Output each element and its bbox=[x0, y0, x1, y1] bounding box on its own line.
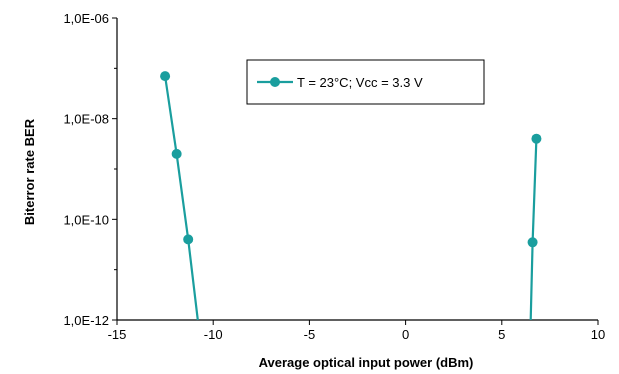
series-line bbox=[164, 75, 199, 321]
data-point bbox=[531, 133, 542, 144]
legend-label: T = 23°C; Vcc = 3.3 V bbox=[297, 75, 423, 90]
x-tick-label: -15 bbox=[108, 327, 127, 342]
y-tick-label: 1,0E-06 bbox=[63, 11, 109, 26]
y-axis-label: Biterror rate BER bbox=[22, 118, 37, 225]
data-point bbox=[171, 148, 182, 159]
x-tick-label: 10 bbox=[591, 327, 605, 342]
series-line bbox=[529, 138, 538, 321]
data-point bbox=[160, 71, 171, 82]
data-point bbox=[527, 237, 538, 248]
chart-legend: T = 23°C; Vcc = 3.3 V bbox=[246, 59, 485, 105]
chart-series bbox=[160, 71, 542, 321]
x-tick-label: -10 bbox=[204, 327, 223, 342]
legend-marker bbox=[270, 77, 280, 87]
x-tick-label: 0 bbox=[402, 327, 409, 342]
x-tick-label: -5 bbox=[304, 327, 316, 342]
x-axis-label: Average optical input power (dBm) bbox=[259, 355, 474, 370]
y-tick-label: 1,0E-12 bbox=[63, 313, 109, 328]
y-tick-label: 1,0E-10 bbox=[63, 212, 109, 227]
y-tick-label: 1,0E-08 bbox=[63, 112, 109, 127]
x-tick-label: 5 bbox=[498, 327, 505, 342]
chart-ticks: 1,0E-12 1,0E-10 1,0E-08 1,0E-06 -15 -10 -5 0 5 10 bbox=[63, 11, 605, 342]
data-point bbox=[183, 234, 194, 245]
